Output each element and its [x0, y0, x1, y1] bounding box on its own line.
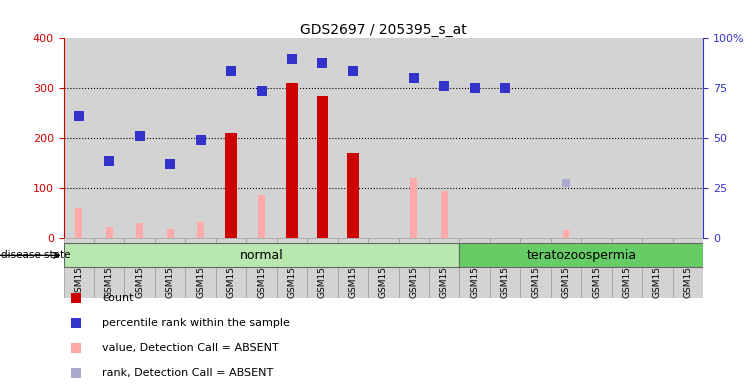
- Text: GSM158481: GSM158481: [622, 243, 631, 298]
- Bar: [672, 238, 703, 298]
- Bar: [167, 229, 174, 238]
- Bar: [94, 238, 124, 298]
- Bar: [216, 38, 246, 238]
- Bar: [106, 227, 113, 238]
- Bar: [64, 238, 94, 298]
- Text: GSM158476: GSM158476: [470, 243, 479, 298]
- Bar: [368, 38, 399, 238]
- Bar: [581, 38, 612, 238]
- Bar: [643, 38, 672, 238]
- Bar: [612, 38, 643, 238]
- Bar: [612, 238, 643, 298]
- Bar: [429, 238, 459, 298]
- Bar: [155, 238, 186, 298]
- Bar: [347, 153, 359, 238]
- Bar: [124, 38, 155, 238]
- Bar: [197, 222, 204, 238]
- Text: value, Detection Call = ABSENT: value, Detection Call = ABSENT: [102, 343, 279, 353]
- Bar: [459, 38, 490, 238]
- Bar: [337, 38, 368, 238]
- Bar: [441, 190, 447, 238]
- Text: percentile rank within the sample: percentile rank within the sample: [102, 318, 289, 328]
- Text: GSM158469: GSM158469: [257, 243, 266, 298]
- Title: GDS2697 / 205395_s_at: GDS2697 / 205395_s_at: [300, 23, 467, 37]
- Text: GSM158483: GSM158483: [684, 243, 693, 298]
- Bar: [216, 238, 246, 298]
- Bar: [490, 238, 521, 298]
- Text: GSM158463: GSM158463: [74, 243, 83, 298]
- Bar: [459, 238, 490, 298]
- Text: GSM158466: GSM158466: [165, 243, 175, 298]
- Bar: [562, 230, 569, 238]
- Text: GSM158480: GSM158480: [592, 243, 601, 298]
- Bar: [155, 38, 186, 238]
- Text: GSM158474: GSM158474: [409, 243, 418, 298]
- Text: GSM158475: GSM158475: [440, 243, 449, 298]
- Text: disease state: disease state: [1, 250, 70, 260]
- Bar: [258, 195, 265, 238]
- Bar: [521, 38, 551, 238]
- Bar: [429, 38, 459, 238]
- Bar: [551, 38, 581, 238]
- Bar: [337, 238, 368, 298]
- Text: GSM158482: GSM158482: [653, 243, 662, 298]
- Bar: [246, 38, 277, 238]
- Text: GSM158479: GSM158479: [562, 243, 571, 298]
- Text: GSM158468: GSM158468: [227, 243, 236, 298]
- Bar: [581, 238, 612, 298]
- Bar: [246, 238, 277, 298]
- Bar: [521, 238, 551, 298]
- Bar: [490, 38, 521, 238]
- Text: GSM158470: GSM158470: [287, 243, 296, 298]
- Bar: [186, 38, 216, 238]
- Bar: [672, 38, 703, 238]
- Text: GSM158473: GSM158473: [378, 243, 388, 298]
- Bar: [368, 238, 399, 298]
- Bar: [64, 38, 94, 238]
- Bar: [136, 223, 143, 238]
- Text: normal: normal: [239, 249, 283, 262]
- Bar: [411, 178, 417, 238]
- Bar: [399, 238, 429, 298]
- Text: GSM158465: GSM158465: [135, 243, 144, 298]
- Text: GSM158467: GSM158467: [196, 243, 205, 298]
- Bar: [277, 238, 307, 298]
- Bar: [94, 38, 124, 238]
- Text: rank, Detection Call = ABSENT: rank, Detection Call = ABSENT: [102, 368, 273, 378]
- Text: GSM158471: GSM158471: [318, 243, 327, 298]
- Bar: [277, 38, 307, 238]
- Bar: [286, 83, 298, 238]
- Bar: [186, 238, 216, 298]
- Text: count: count: [102, 293, 133, 303]
- Bar: [225, 133, 237, 238]
- Text: GSM158472: GSM158472: [349, 243, 358, 298]
- Bar: [399, 38, 429, 238]
- Bar: [307, 38, 337, 238]
- Bar: [643, 238, 672, 298]
- Bar: [459, 243, 703, 268]
- Bar: [307, 238, 337, 298]
- Text: GSM158464: GSM158464: [105, 243, 114, 298]
- Text: teratozoospermia: teratozoospermia: [527, 249, 637, 262]
- Bar: [64, 243, 459, 268]
- Text: GSM158478: GSM158478: [531, 243, 540, 298]
- Bar: [124, 238, 155, 298]
- Bar: [551, 238, 581, 298]
- Text: GSM158477: GSM158477: [500, 243, 509, 298]
- Bar: [316, 96, 328, 238]
- Bar: [76, 208, 82, 238]
